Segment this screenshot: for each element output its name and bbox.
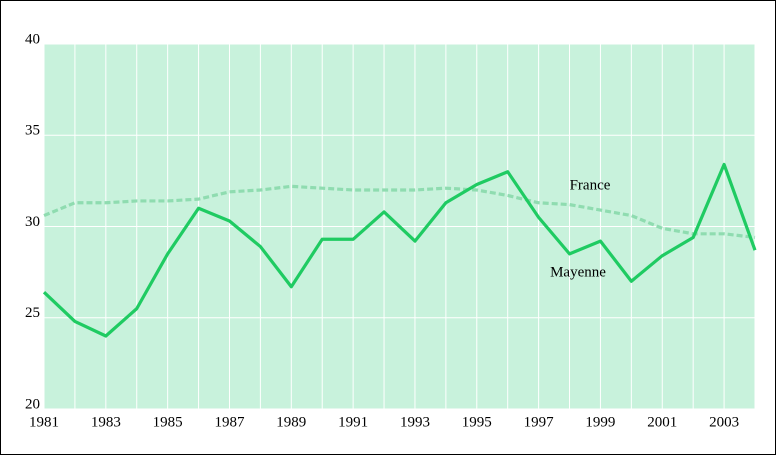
x-tick-label: 2003 bbox=[709, 414, 739, 430]
y-tick-label: 35 bbox=[25, 123, 40, 139]
x-tick-label: 1987 bbox=[214, 414, 245, 430]
x-tick-label: 1993 bbox=[400, 414, 430, 430]
x-tick-label: 1999 bbox=[585, 414, 615, 430]
x-tick-label: 1983 bbox=[91, 414, 121, 430]
series-line bbox=[43, 184, 756, 240]
series-label: France bbox=[570, 177, 611, 193]
y-tick-label: 25 bbox=[25, 305, 40, 321]
x-tick-label: 1985 bbox=[153, 414, 183, 430]
y-tick-label: 20 bbox=[25, 396, 40, 412]
x-tick-label: 2001 bbox=[647, 414, 677, 430]
x-tick-label: 1995 bbox=[462, 414, 492, 430]
x-tick-label: 1989 bbox=[276, 414, 306, 430]
y-tick-label: 30 bbox=[25, 214, 40, 230]
x-tick-label: 1997 bbox=[524, 414, 555, 430]
x-tick-label: 1981 bbox=[29, 414, 59, 430]
series-label: Mayenne bbox=[550, 264, 606, 280]
series-line bbox=[42, 162, 757, 338]
y-tick-label: 40 bbox=[25, 31, 40, 47]
x-tick-label: 1991 bbox=[338, 414, 368, 430]
